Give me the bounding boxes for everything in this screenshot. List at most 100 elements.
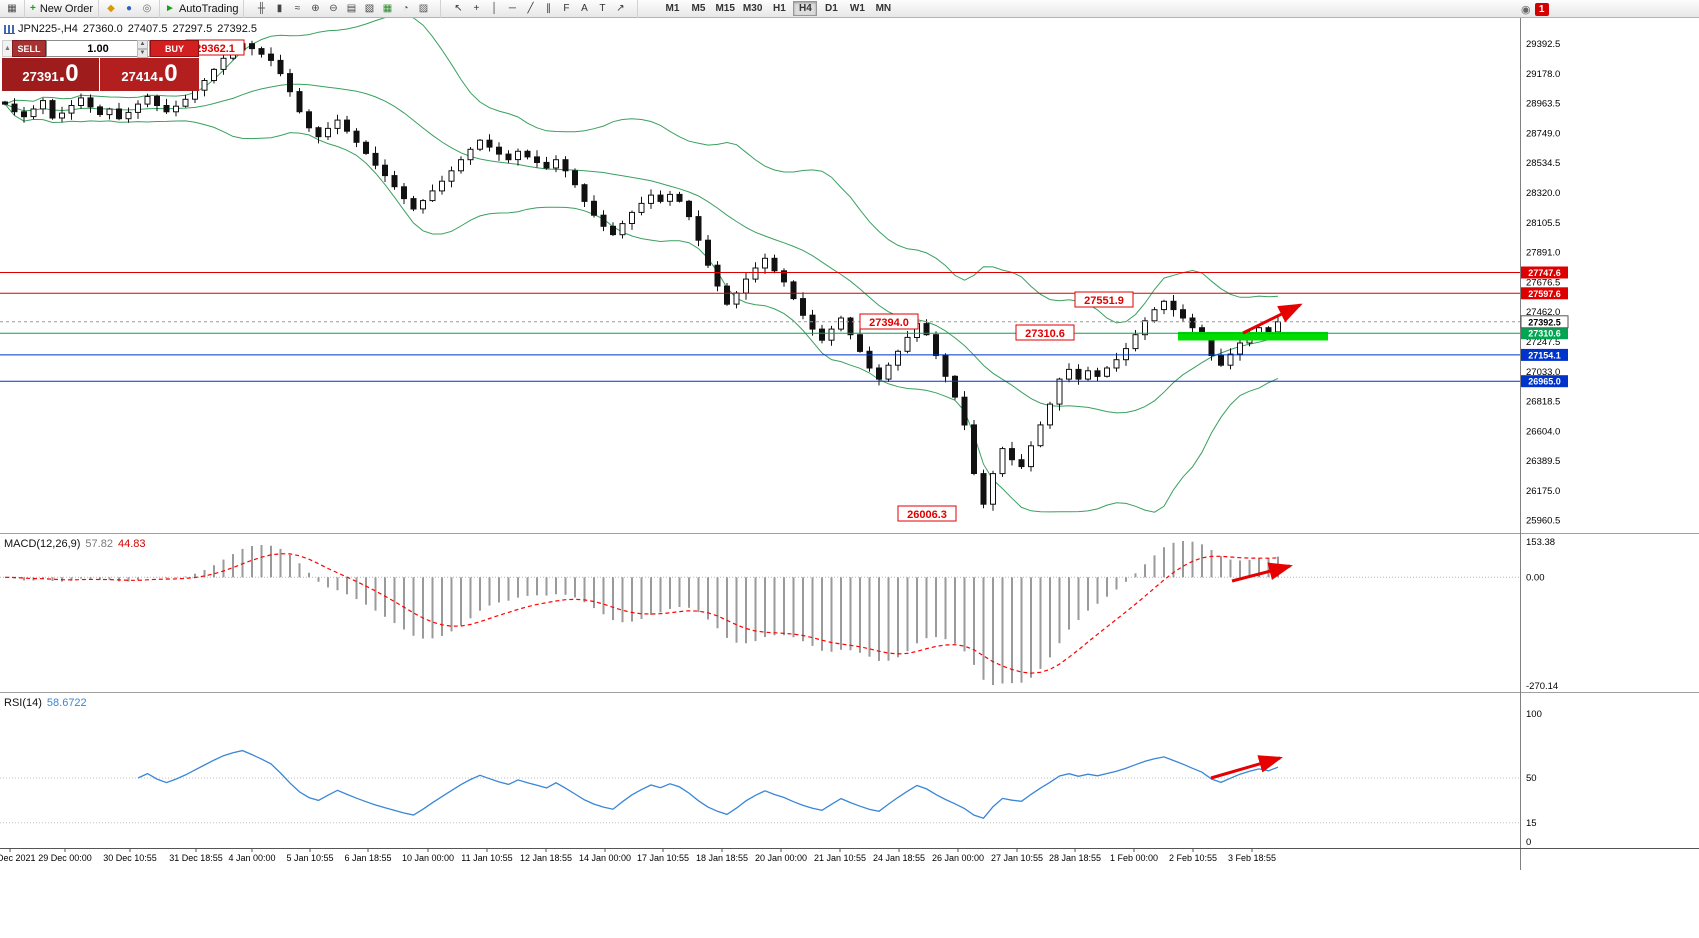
trade-panel-collapse-icon[interactable]: ▲	[2, 40, 12, 57]
timeframe-m30-button[interactable]: M30	[740, 1, 765, 16]
price-label-annotation[interactable]: 27551.9	[1074, 291, 1134, 308]
cursor-button[interactable]: ↖	[449, 1, 467, 17]
rsi-line	[137, 749, 1279, 819]
new-order-label: New Order	[39, 2, 94, 15]
price-axis-tick: 27033.0	[1526, 367, 1560, 378]
chart-shift-icon[interactable]: ◉	[1521, 3, 1531, 16]
grid-icon: ▦	[382, 2, 393, 14]
text-label-icon: T	[599, 2, 606, 14]
price-tag-27310.6[interactable]: 27310.6	[1521, 327, 1568, 340]
trendline-button[interactable]: ╱	[521, 1, 539, 17]
macd-axis-label: -270.14	[1526, 681, 1558, 692]
equidistant-channel-button[interactable]: ∥	[539, 1, 557, 17]
svg-text:26965.0: 26965.0	[1528, 377, 1561, 387]
notification-badge[interactable]: 1	[1534, 2, 1549, 16]
timeframe-m15-button[interactable]: M15	[712, 1, 737, 16]
arrow-objects-icon: ↗	[616, 2, 625, 14]
zoom-out-button[interactable]: ⊖	[324, 1, 342, 17]
timeframe-m5-button[interactable]: M5	[686, 1, 710, 16]
autotrading-button[interactable]: ► AutoTrading	[163, 1, 240, 17]
time-axis-label: 4 Jan 00:00	[228, 853, 275, 863]
horizontal-line-button[interactable]: ─	[503, 1, 521, 17]
trend-arrow[interactable]	[1210, 755, 1283, 780]
macd-pane	[0, 541, 1520, 685]
time-axis-label: 30 Dec 10:55	[103, 853, 157, 863]
support-zone-rectangle[interactable]	[1178, 331, 1328, 341]
zoom-in-button[interactable]: ⊕	[306, 1, 324, 17]
macd-signal-line	[4, 553, 1279, 674]
arrow-objects-button[interactable]: ↗	[611, 1, 629, 17]
crosshair-button[interactable]: +	[467, 1, 485, 17]
price-axis-tick: 26604.0	[1526, 426, 1560, 437]
tile-windows-button[interactable]: ▤	[342, 1, 360, 17]
price-axis-tick: 26389.5	[1526, 456, 1560, 467]
time-axis-label: 20 Jan 00:00	[755, 853, 807, 863]
market-watch-button[interactable]: ●	[120, 1, 138, 17]
one-click-trading-panel: ▲ SELL 1.00 ▲ ▼ BUY 27391 .0 27414 .0	[2, 39, 199, 91]
svg-text:27154.1: 27154.1	[1528, 350, 1561, 360]
timeframe-h1-button[interactable]: H1	[767, 1, 791, 16]
volume-field[interactable]: 1.00 ▲ ▼	[46, 39, 150, 58]
time-axis-label: 17 Jan 10:55	[637, 853, 689, 863]
candlestick-chart-button[interactable]: ▮	[270, 1, 288, 17]
rsi-axis-label: 50	[1526, 773, 1537, 784]
price-tag-27154.1[interactable]: 27154.1	[1521, 348, 1568, 361]
zoom-out-icon: ⊖	[329, 2, 338, 14]
svg-text:27551.9: 27551.9	[1084, 295, 1124, 307]
favorites-button[interactable]: ◆	[102, 1, 120, 17]
cursor-icon: ↖	[454, 2, 463, 14]
time-axis-label: 11 Jan 10:55	[461, 853, 512, 863]
cascade-windows-button[interactable]: ▧	[360, 1, 378, 17]
navigator-button[interactable]: ◎	[138, 1, 156, 17]
time-axis-label: 29 Dec 00:00	[38, 853, 92, 863]
price-tag-26965.0[interactable]: 26965.0	[1521, 375, 1568, 388]
text-label-button[interactable]: T	[593, 1, 611, 17]
toolbar-group-quick: ◆ ● ◎	[99, 0, 161, 18]
price-label-annotation[interactable]: 27310.6	[1015, 324, 1075, 341]
timeframe-w1-button[interactable]: W1	[845, 1, 869, 16]
sell-button[interactable]: SELL	[12, 40, 46, 57]
volume-spinner[interactable]: ▲ ▼	[137, 39, 148, 58]
macd-main-value: 57.82	[85, 538, 113, 550]
price-label-annotation[interactable]: 26006.3	[897, 505, 957, 522]
time-axis-label: 12 Jan 18:55	[520, 853, 572, 863]
line-chart-icon: ≈	[294, 2, 301, 14]
buy-button[interactable]: BUY	[150, 40, 199, 57]
grid-button[interactable]: ▦	[378, 1, 396, 17]
timeframe-m1-button[interactable]: M1	[660, 1, 684, 16]
period-separators-button[interactable]: ◔	[396, 1, 414, 17]
line-chart-button[interactable]: ≈	[288, 1, 306, 17]
trend-arrow[interactable]	[1242, 303, 1303, 335]
price-label-annotation[interactable]: 27394.0	[859, 313, 919, 330]
autotrading-play-icon: ►	[165, 2, 175, 14]
macd-title: MACD(12,26,9)	[4, 538, 81, 550]
new-chart-button[interactable]: ▦	[3, 1, 21, 17]
volume-up-icon[interactable]: ▲	[137, 39, 148, 49]
text-button[interactable]: A	[575, 1, 593, 17]
price-axis-tick: 28534.5	[1526, 158, 1560, 169]
templates-button[interactable]: ▨	[414, 1, 432, 17]
horizontal-line-icon: ─	[508, 2, 517, 14]
svg-text:27597.6: 27597.6	[1528, 289, 1561, 299]
bar-chart-button[interactable]: ╫	[252, 1, 270, 17]
volume-down-icon[interactable]: ▼	[137, 48, 148, 58]
new-chart-icon: ▦	[7, 2, 17, 14]
timeframe-mn-button[interactable]: MN	[871, 1, 895, 16]
equidistant-channel-icon: ∥	[545, 2, 551, 14]
vertical-line-button[interactable]: │	[485, 1, 503, 17]
toolbar-group-chart: ╫ ▮ ≈ ⊕ ⊖ ▤ ▧ ▦ ◔ ▨	[244, 0, 442, 18]
buy-price[interactable]: 27414 .0	[100, 58, 199, 91]
trend-arrow[interactable]	[1231, 562, 1293, 583]
toolbar-group-autotrading: ► AutoTrading	[160, 0, 245, 18]
timeframe-h4-button[interactable]: H4	[793, 1, 818, 16]
time-axis-label: 28 Jan 18:55	[1049, 853, 1101, 863]
price-tag-27392.5[interactable]: 27392.5	[1520, 315, 1569, 329]
price-tag-27747.6[interactable]: 27747.6	[1521, 266, 1568, 279]
price-axis-tick: 27676.5	[1526, 277, 1560, 288]
sell-price[interactable]: 27391 .0	[2, 58, 99, 91]
new-order-button[interactable]: + New Order	[28, 1, 95, 17]
fibonacci-retracement-button[interactable]: F	[557, 1, 575, 17]
price-tag-27597.6[interactable]: 27597.6	[1521, 287, 1568, 300]
volume-value: 1.00	[87, 42, 109, 55]
timeframe-d1-button[interactable]: D1	[819, 1, 843, 16]
